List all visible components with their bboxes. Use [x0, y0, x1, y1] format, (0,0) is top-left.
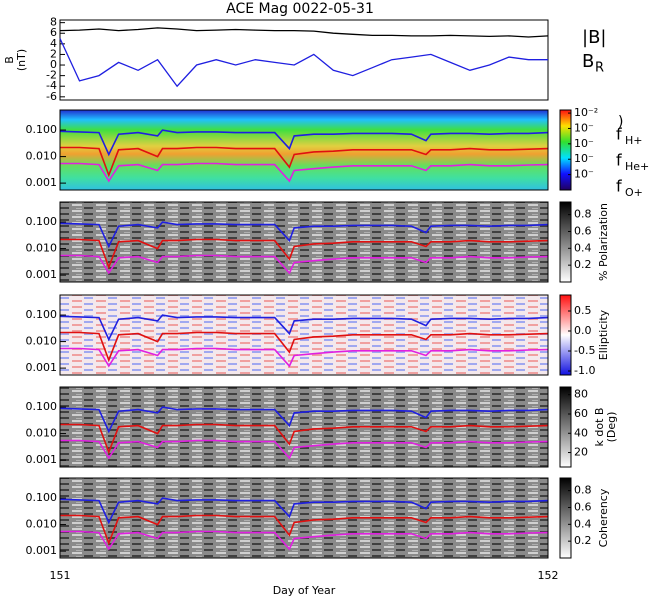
y-axis-label: B	[3, 56, 16, 64]
y-tick-label: 0.010	[26, 335, 58, 348]
legend-subscript: H+	[625, 134, 643, 147]
colorbar-tick-label: 0.8	[574, 484, 592, 497]
x-tick-label: 152	[538, 569, 559, 582]
plot-frame	[59, 109, 549, 191]
data-line	[59, 38, 548, 88]
colorbar	[559, 109, 572, 191]
legend-label: B	[582, 51, 594, 72]
legend-label: f	[616, 125, 622, 144]
y-tick-label: 0.100	[26, 123, 58, 136]
y-tick-label: 0.001	[26, 544, 58, 557]
frequency-line	[60, 238, 549, 270]
y-tick-label: 0.010	[26, 242, 58, 255]
colorbar-tick-label: 10⁻	[574, 152, 594, 165]
frequency-line	[60, 331, 549, 363]
frequency-line	[60, 439, 549, 460]
frequency-line	[60, 423, 549, 455]
y-tick-label: 0.010	[26, 518, 58, 531]
plot-frame	[59, 201, 549, 283]
y-tick-label: 0.100	[26, 400, 58, 413]
y-tick-label: 6	[50, 26, 57, 39]
colorbar-tick-label: 20	[574, 446, 588, 459]
plot-frame	[59, 294, 549, 376]
colorbar-tick-label: 0.6	[574, 500, 592, 513]
colorbar-tick-label: 0.6	[574, 224, 592, 237]
colorbar-tick-label: 0.5	[574, 304, 592, 317]
colorbar-tick-label: 80	[574, 388, 588, 401]
y-tick-label: 0.001	[26, 176, 58, 189]
plot-frame	[59, 386, 549, 468]
colorbar-tick-label: -0.5	[574, 344, 595, 357]
colorbar-tick-label: 0.4	[574, 517, 592, 530]
colorbar	[559, 201, 572, 283]
colorbar-tick-label: 10⁻	[574, 137, 594, 150]
colorbar	[559, 294, 572, 376]
colorbar-tick-label: -1.0	[574, 364, 595, 377]
data-line	[59, 27, 549, 38]
frequency-line	[60, 254, 549, 275]
spectrogram-background	[60, 478, 548, 558]
legend-subscript: R	[595, 61, 604, 76]
legend-label: f	[616, 177, 622, 196]
y-tick-label: -4	[46, 79, 57, 92]
frequency-line	[59, 314, 549, 342]
colorbar	[559, 386, 572, 468]
y-tick-label: 0.001	[26, 453, 58, 466]
frequency-line	[60, 146, 549, 178]
colorbar-label: Coherency	[597, 488, 610, 547]
y-axis-unit: (nT)	[15, 49, 28, 71]
spectrogram-background	[60, 110, 548, 190]
colorbar-tick-label: 0.2	[574, 258, 592, 271]
x-axis-label: Day of Year	[273, 584, 336, 597]
colorbar-label: Ellipticity	[597, 309, 610, 360]
colorbar	[559, 477, 572, 559]
colorbar-tick-label: 10⁻	[574, 168, 594, 181]
chart-title: ACE Mag 0022-05-31	[226, 1, 374, 17]
frequency-line	[59, 129, 549, 157]
colorbar-tick-label: 10⁻²	[574, 106, 598, 119]
colorbar-tick-label: 0.0	[574, 324, 592, 337]
colorbar-label: )	[618, 114, 623, 130]
legend-label: |B|	[582, 27, 606, 48]
frequency-line	[60, 347, 549, 368]
y-tick-label: 8	[50, 16, 57, 29]
colorbar-tick-label: 60	[574, 407, 588, 420]
legend-subscript: He+	[625, 160, 649, 173]
colorbar-unit: (Deg)	[605, 412, 618, 443]
frequency-line	[60, 514, 549, 546]
frequency-line	[59, 221, 549, 249]
spectrogram-background	[60, 202, 548, 282]
x-tick-label: 151	[50, 569, 71, 582]
colorbar-tick-label: 10⁻	[574, 121, 594, 134]
y-tick-label: 0	[50, 58, 57, 71]
legend-subscript: O+	[625, 186, 643, 199]
frequency-line	[59, 497, 549, 525]
y-tick-label: 2	[50, 47, 57, 60]
y-tick-label: 0.001	[26, 268, 58, 281]
y-tick-label: 0.100	[26, 308, 58, 321]
frequency-line	[60, 530, 549, 551]
frequency-line	[60, 162, 549, 183]
frequency-line	[59, 406, 549, 434]
legend-label: f	[616, 151, 622, 170]
y-tick-label: 0.010	[26, 150, 58, 163]
spectrogram-background	[60, 387, 548, 467]
colorbar-tick-label: 0.2	[574, 534, 592, 547]
y-tick-label: 4	[50, 37, 57, 50]
y-tick-label: 0.100	[26, 215, 58, 228]
colorbar-label: k dot B	[593, 408, 606, 447]
colorbar-label: % Polarization	[597, 203, 610, 281]
colorbar-tick-label: 0.4	[574, 241, 592, 254]
plot-frame	[59, 477, 549, 559]
y-tick-label: 0.001	[26, 361, 58, 374]
spectrogram-background	[60, 295, 548, 375]
y-tick-label: -6	[46, 90, 57, 103]
y-tick-label: 0.100	[26, 491, 58, 504]
colorbar-tick-label: 40	[574, 426, 588, 439]
y-tick-label: 0.010	[26, 427, 58, 440]
colorbar-tick-label: 0.8	[574, 208, 592, 221]
y-tick-label: -2	[46, 69, 57, 82]
